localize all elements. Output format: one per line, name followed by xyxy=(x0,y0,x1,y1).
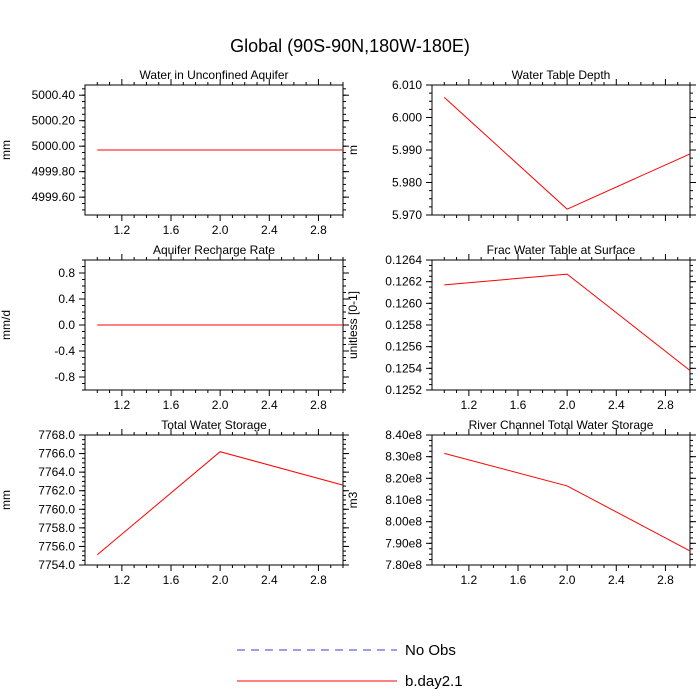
y-tick-label: 0.8 xyxy=(58,266,75,280)
y-tick-label: 7.90e8 xyxy=(385,536,422,550)
x-tick-label: 1.6 xyxy=(163,573,180,587)
series-line xyxy=(96,451,344,556)
legend-label-no-obs: No Obs xyxy=(405,642,456,659)
x-tick-label: 2.0 xyxy=(212,573,229,587)
y-tick-label: 7.80e8 xyxy=(385,558,422,572)
x-tick-label: 2.4 xyxy=(608,573,625,587)
panel-title: Total Water Storage xyxy=(161,418,267,432)
x-tick-label: 2.4 xyxy=(261,223,278,237)
y-tick-label: 5.990 xyxy=(392,143,422,157)
x-tick-label: 1.6 xyxy=(163,398,180,412)
chart-panel-frac-water-table-at-surface: Frac Water Table at Surface unitless [0-… xyxy=(346,243,696,412)
chart-panel-river-channel-total-water-storage: River Channel Total Water Storage m3 1.2… xyxy=(346,418,696,587)
y-tick-label: 7764.0 xyxy=(38,465,75,479)
y-tick-label: 0.1260 xyxy=(385,296,422,310)
y-tick-label: 4999.80 xyxy=(32,165,76,179)
legend: No Obs b.day2.1 xyxy=(237,642,463,690)
x-tick-label: 2.0 xyxy=(559,398,576,412)
chart-panel-water-table-depth: Water Table Depth m 5.970 5.980 5.990 6.000… xyxy=(346,68,696,222)
x-tick-label: 1.2 xyxy=(114,573,131,587)
y-tick-label: 0.4 xyxy=(58,292,75,306)
panel-title: River Channel Total Water Storage xyxy=(469,418,654,432)
y-tick-label: 7762.0 xyxy=(38,484,75,498)
series-line xyxy=(444,273,691,371)
y-tick-label: 0.1262 xyxy=(385,275,422,289)
figure-title: Global (90S-90N,180W-180E) xyxy=(230,36,470,56)
chart-panel-aquifer-recharge-rate: Aquifer Recharge Rate mm/d 1.2 1.6 2.0 2.4 2… xyxy=(0,243,349,412)
y-tick-label: 5.970 xyxy=(392,208,422,222)
x-tick-label: 2.4 xyxy=(608,398,625,412)
y-axis-label: mm xyxy=(0,490,13,510)
x-tick-label: 2.8 xyxy=(657,398,674,412)
y-tick-label: -0.4 xyxy=(54,344,75,358)
plot-frame xyxy=(431,84,691,216)
x-tick-label: 2.8 xyxy=(657,573,674,587)
y-tick-label: 0.1254 xyxy=(385,361,422,375)
y-tick-label: 5.980 xyxy=(392,176,422,190)
y-axis-label: mm xyxy=(0,140,13,160)
y-tick-label: 7758.0 xyxy=(38,521,75,535)
x-tick-label: 2.4 xyxy=(261,398,278,412)
plot-frame xyxy=(84,434,344,566)
y-axis-label: unitless [0-1] xyxy=(346,291,360,359)
x-tick-label: 2.8 xyxy=(310,573,327,587)
x-tick-label: 2.8 xyxy=(310,223,327,237)
y-tick-label: 7766.0 xyxy=(38,447,75,461)
x-tick-label: 2.8 xyxy=(310,398,327,412)
y-tick-label: 7756.0 xyxy=(38,539,75,553)
y-tick-label: 8.00e8 xyxy=(385,515,422,529)
y-tick-label: 6.000 xyxy=(392,111,422,125)
series-line xyxy=(444,452,691,552)
x-tick-label: 1.2 xyxy=(461,398,478,412)
plot-frame xyxy=(431,259,691,391)
y-axis-label: mm/d xyxy=(0,310,13,340)
x-tick-label: 1.6 xyxy=(163,223,180,237)
y-tick-label: 7754.0 xyxy=(38,558,75,572)
y-tick-label: 4999.60 xyxy=(32,190,76,204)
y-axis-label: m3 xyxy=(346,491,360,508)
x-tick-label: 1.6 xyxy=(510,398,527,412)
y-tick-label: 8.10e8 xyxy=(385,493,422,507)
y-tick-label: 8.40e8 xyxy=(385,428,422,442)
panel-title: Water in Unconfined Aquifer xyxy=(140,68,289,82)
y-tick-label: 8.30e8 xyxy=(385,450,422,464)
y-tick-label: 6.010 xyxy=(392,78,422,92)
y-tick-label: 5000.20 xyxy=(32,114,76,128)
x-tick-label: 1.2 xyxy=(114,223,131,237)
y-tick-label: 7760.0 xyxy=(38,502,75,516)
y-tick-label: 7768.0 xyxy=(38,428,75,442)
y-tick-label: 5000.00 xyxy=(32,139,76,153)
panel-title: Water Table Depth xyxy=(512,68,611,82)
x-tick-label: 1.2 xyxy=(461,573,478,587)
chart-panel-water-in-unconfined-aquifer: Water in Unconfined Aquifer mm 1.2 1.6 2.0… xyxy=(0,68,349,237)
y-tick-label: 0.1256 xyxy=(385,340,422,354)
y-axis-label: m xyxy=(346,145,360,155)
legend-label-b-day2-1: b.day2.1 xyxy=(405,673,463,690)
y-tick-label: 0.0 xyxy=(58,318,75,332)
x-tick-label: 2.0 xyxy=(559,573,576,587)
y-tick-label: 0.1258 xyxy=(385,318,422,332)
chart-panel-total-water-storage: Total Water Storage mm 1.2 1.6 2.0 2.4 2.8 77… xyxy=(0,418,349,587)
y-tick-label: 5000.40 xyxy=(32,88,76,102)
y-tick-label: 0.1252 xyxy=(385,383,422,397)
series-line xyxy=(443,96,691,210)
panel-title: Aquifer Recharge Rate xyxy=(153,243,275,257)
x-tick-label: 2.0 xyxy=(212,398,229,412)
x-tick-label: 2.0 xyxy=(212,223,229,237)
y-tick-label: -0.8 xyxy=(54,370,75,384)
y-tick-label: 8.20e8 xyxy=(385,471,422,485)
x-tick-label: 1.2 xyxy=(114,398,131,412)
x-tick-label: 1.6 xyxy=(510,573,527,587)
plot-frame xyxy=(431,434,691,566)
panel-title: Frac Water Table at Surface xyxy=(487,243,636,257)
x-tick-label: 2.4 xyxy=(261,573,278,587)
y-tick-label: 0.1264 xyxy=(385,253,422,267)
